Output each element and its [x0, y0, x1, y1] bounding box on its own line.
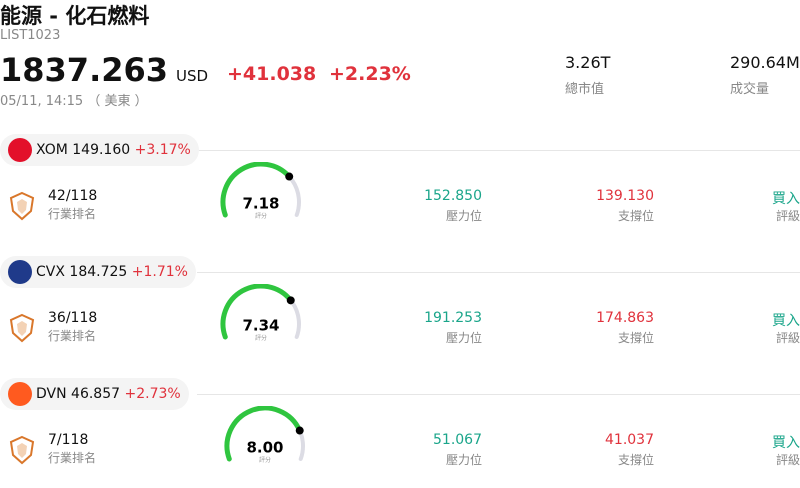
stock-price: 149.160	[72, 142, 131, 158]
stock-change: +3.17%	[134, 142, 191, 158]
support: 41.037	[605, 432, 654, 448]
support-label: 支撐位	[617, 209, 654, 223]
stock-price: 46.857	[71, 386, 121, 402]
support-label: 支撐位	[617, 453, 654, 467]
separator	[197, 150, 800, 151]
rank-icon	[9, 435, 35, 465]
separator	[197, 272, 800, 273]
stock-chip[interactable]: CVX 184.725 +1.71%	[0, 256, 196, 288]
stat-label: 總市值	[565, 82, 605, 97]
score-label: 評分	[259, 456, 271, 464]
score: 7.34	[242, 317, 279, 335]
rating-label: 評級	[775, 331, 800, 345]
price: 1837.263	[0, 51, 169, 89]
shield-inner	[17, 443, 27, 458]
title: 能源 - 化石燃料	[0, 4, 150, 28]
resistance-label: 壓力位	[445, 209, 482, 223]
rating-label: 評級	[775, 209, 800, 223]
logo	[8, 260, 32, 284]
score-label: 評分	[255, 334, 267, 342]
support: 174.863	[596, 310, 654, 326]
logo	[8, 382, 32, 406]
stock-chip[interactable]: DVN 46.857 +2.73%	[0, 378, 189, 410]
stat-value: 3.26T	[565, 53, 611, 72]
rank-label: 行業排名	[48, 207, 97, 221]
ticker: XOM	[36, 142, 68, 158]
resistance: 51.067	[433, 432, 482, 448]
rank: 7/118	[48, 432, 89, 448]
gauge-dot	[295, 426, 304, 435]
rating-label: 評級	[775, 453, 800, 467]
change: +41.038	[227, 63, 317, 85]
rating[interactable]: 買入	[772, 435, 800, 451]
logo	[8, 138, 32, 162]
stat-value: 290.64M	[730, 53, 800, 72]
gauge-dot	[286, 296, 295, 305]
gauge-fill	[220, 162, 292, 218]
stock-chip[interactable]: XOM 149.160 +3.17%	[0, 134, 199, 166]
score: 7.18	[242, 195, 279, 213]
stat-label: 成交量	[730, 82, 770, 97]
list-code: LIST1023	[0, 28, 61, 43]
score: 8.00	[246, 439, 283, 457]
rank-label: 行業排名	[48, 451, 97, 465]
stock-change: +1.71%	[131, 264, 188, 280]
rating[interactable]: 買入	[772, 191, 800, 207]
rank-icon	[9, 191, 35, 221]
ticker: CVX	[36, 264, 65, 280]
rank-icon	[9, 313, 35, 343]
ticker: DVN	[36, 386, 67, 402]
resistance: 191.253	[424, 310, 482, 326]
score-label: 評分	[255, 212, 267, 220]
change-pct: +2.23%	[329, 63, 411, 85]
gauge-fill	[224, 406, 303, 462]
rank: 36/118	[48, 310, 98, 326]
shield-inner	[17, 199, 27, 214]
currency: USD	[176, 67, 209, 85]
resistance-label: 壓力位	[445, 331, 482, 345]
separator	[197, 394, 800, 395]
stock-change: +2.73%	[124, 386, 181, 402]
shield-inner	[17, 321, 27, 336]
stock-price: 184.725	[69, 264, 128, 280]
support: 139.130	[596, 188, 654, 204]
gauge-fill	[220, 284, 294, 340]
timestamp: 05/11, 14:15 （ 美東 ）	[0, 94, 148, 109]
resistance-label: 壓力位	[445, 453, 482, 467]
support-label: 支撐位	[617, 331, 654, 345]
gauge-dot	[285, 172, 294, 181]
rank-label: 行業排名	[48, 329, 97, 343]
rank: 42/118	[48, 188, 98, 204]
rating[interactable]: 買入	[772, 313, 800, 329]
resistance: 152.850	[424, 188, 482, 204]
